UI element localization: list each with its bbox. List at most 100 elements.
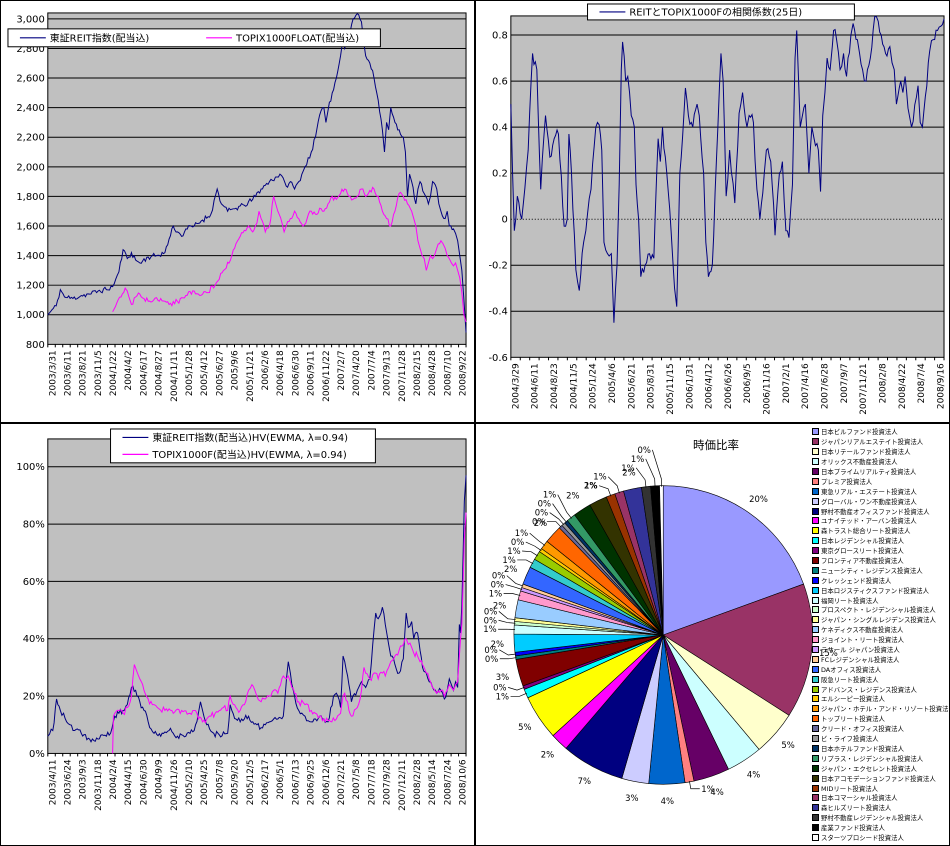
legend-swatch [812, 794, 819, 802]
legend-swatch [812, 448, 819, 456]
legend-item-label: フロンティア不動産投資法人 [821, 557, 904, 566]
pie-percent-label-1: 15% [819, 648, 838, 658]
pie-percent-label-11: 1% [496, 691, 509, 701]
x-axis-label: 2007/9/28 [383, 759, 393, 805]
legend-swatch [812, 774, 819, 782]
legend-swatch [812, 586, 819, 594]
pie-percent-label-34: 2% [566, 490, 579, 500]
pie-legend-item: クレッシェンド投資法人 [812, 575, 948, 585]
correlation-svg: 0.8 0.6 0.4 0.2 0 -0.2 -0.4 -0.6 2004/3/29 2004/6… [488, 3, 947, 415]
pie-percent-label-28: 1% [515, 528, 528, 538]
y-axis-label: 2,000 [16, 162, 44, 173]
legend-label: 東証REIT指数(配当込)HV(EWMA, λ=0.94) [152, 431, 348, 444]
pie-legend-item: FCレジデンシャル投資法人 [812, 654, 948, 664]
y-axis-label: -0.6 [488, 353, 507, 364]
y-axis-label: 60% [23, 577, 45, 588]
pie-percent-label-31: 0% [535, 508, 548, 518]
legend-swatch [812, 695, 819, 703]
y-axis-label: 0 [502, 215, 508, 226]
legend-swatch [812, 675, 819, 683]
pie-legend-item: アドバンス・レジデンス投資法人 [812, 684, 948, 694]
legend-item-label: 日本プライムリアルティ投資法人 [821, 468, 917, 476]
pie-legend-item: MIDリート投資法人 [812, 783, 948, 793]
pie-legend: 日本ビルファンド投資法人 ジャパンリアルエステイト投資法人 日本リテールファンド投資… [812, 427, 948, 842]
legend-item-label: 日本アコモデーションファンド投資法人 [821, 774, 936, 783]
x-axis-label: 2006/2/6 [261, 350, 271, 390]
x-axis-label: 2006/9/5 [743, 363, 753, 403]
pie-leader-line-22 [505, 584, 523, 590]
legend-label: 東証REIT指数(配当込) [50, 31, 150, 44]
pie-percent-label-26: 1% [507, 546, 520, 556]
y-axis-label: 0.4 [492, 123, 508, 134]
pie-percent-label-27: 0% [511, 537, 524, 547]
x-axis-label: 2005/1/24 [589, 363, 599, 409]
pie-percent-label-30: 0% [532, 517, 545, 527]
x-axis-label: 2005/11/21 [246, 350, 256, 402]
legend-swatch [812, 814, 819, 822]
pie-chart-title: 時価比率 [693, 438, 739, 452]
legend-item-label: ジャパン・ホテル・アンド・リゾート投資法人 [821, 705, 948, 714]
x-axis-label: 2008/10/6 [459, 759, 469, 805]
pie-percent-label-6: 4% [661, 796, 674, 806]
legend-item-label: 日本ビルファンド投資法人 [821, 428, 898, 437]
legend-item-label: MIDリート投資法人 [821, 784, 879, 793]
pie-legend-item: 日本アコモデーションファンド投資法人 [812, 773, 948, 783]
x-axis-label: 2008/7/4 [917, 363, 927, 403]
pie-percent-label-16: 2% [491, 639, 504, 649]
legend-swatch [812, 517, 819, 525]
pie-percent-label-3: 4% [747, 770, 760, 780]
pie-legend-item: エルシーピー投資法人 [812, 694, 948, 704]
pie-legend-item: ユナイテッド・アーバン投資法人 [812, 516, 948, 526]
pie-legend-item: ラサール ジャパン投資法人 [812, 645, 948, 655]
legend-item-label: 東急リアル・エステート投資法人 [821, 487, 917, 496]
x-axis-label: 2006/1/31 [685, 363, 695, 409]
legend-swatch [812, 468, 819, 475]
pie-percent-label-0: 20% [749, 494, 768, 504]
pie-leader-line-12 [507, 687, 525, 691]
pie-percent-label-29: 2% [534, 518, 547, 528]
y-axis-label: 2,800 [16, 44, 44, 55]
pie-legend-item: 日本レジデンシャル投資法人 [812, 536, 948, 546]
legend-swatch [812, 784, 819, 792]
legend-label: TOPIX1000F(配当込)HV(EWMA, λ=0.94) [151, 448, 347, 461]
volatility-chart: 100% 80% 60% 40% 20% 0% 2003/4/11 2003/6/24 2003… [0, 423, 475, 846]
legend-box [110, 428, 376, 464]
legend-swatch [812, 655, 819, 663]
legend-swatch [812, 547, 819, 555]
x-axis-label: 2003/11/5 [94, 350, 104, 396]
legend-swatch [812, 576, 819, 584]
pie-leader-line-25 [517, 559, 534, 565]
x-axis-label: 2005/7/8 [215, 759, 225, 799]
x-axis-label: 2004/11/26 [170, 759, 180, 811]
pie-legend-item: DAオフィス投資法人 [812, 664, 948, 674]
x-axis-label: 2007/2/21 [337, 759, 347, 805]
x-axis-label: 2007/4/20 [352, 350, 362, 396]
legend-swatch [812, 458, 819, 466]
y-axis-label: 0.8 [492, 31, 508, 42]
pie-leader-line-40 [645, 458, 656, 487]
y-axis-label: 40% [23, 634, 45, 645]
pie-percent-label-19: 0% [484, 606, 497, 616]
x-axis-label: 2008/4/28 [428, 350, 438, 396]
y-axis-label: 0% [29, 749, 45, 760]
x-axis-label: 2007/4/16 [801, 363, 811, 409]
legend-swatch [812, 606, 819, 614]
legend-swatch [812, 507, 819, 515]
legend-swatch [812, 725, 819, 733]
x-axis-label: 2008/4/22 [898, 363, 908, 409]
y-axis-label: 0.2 [492, 169, 508, 180]
x-axis-label: 2004/6/17 [139, 350, 149, 396]
y-axis-label: 1,000 [16, 310, 44, 321]
x-axis-label: 2006/12/6 [322, 759, 332, 805]
x-axis-label: 2003/3/31 [48, 350, 58, 396]
legend-item-label: ニューシティ・レジデンス投資法人 [821, 566, 923, 575]
x-axis-label: 2006/5/1 [276, 759, 286, 799]
pie-percent-label-13: 3% [496, 672, 509, 682]
pie-percent-label-17: 1% [483, 624, 496, 634]
pie-legend-item: 野村不動産レジデンシャル投資法人 [812, 813, 948, 823]
x-axis-label: 2004/9/9 [155, 759, 165, 799]
x-axis-label: 2006/11/16 [763, 363, 773, 415]
pie-legend-item: トップリート投資法人 [812, 714, 948, 724]
pie-percent-label-39: 1% [621, 463, 634, 473]
